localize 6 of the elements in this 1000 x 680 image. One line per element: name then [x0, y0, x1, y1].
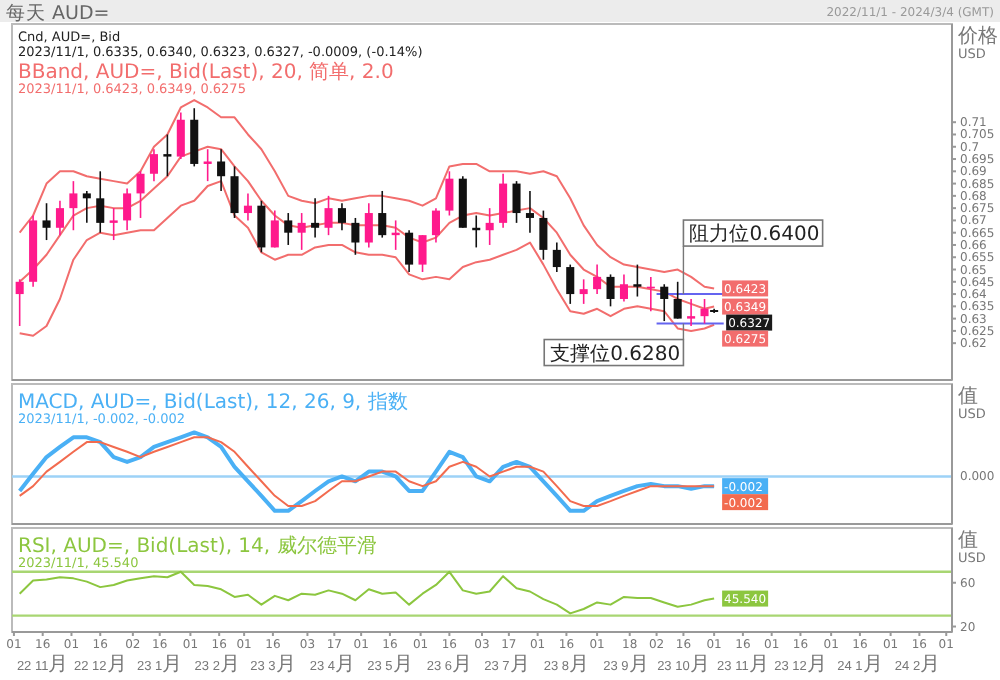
text: MACD, AUD=, Bid(Last), 12, 26, 9, 指数 [18, 390, 408, 414]
annotation: BBand, AUD=, Bid(Last), 20, 简单, 2.0 [18, 60, 394, 84]
chart-title: 每天 AUD= [6, 1, 110, 25]
annotation: 支撑位0.6280 [550, 341, 681, 366]
annotation: 阻力位0.6400 [689, 222, 820, 247]
annotation: RSI, AUD=, Bid(Last), 14, 威尔德平滑 [18, 534, 377, 558]
